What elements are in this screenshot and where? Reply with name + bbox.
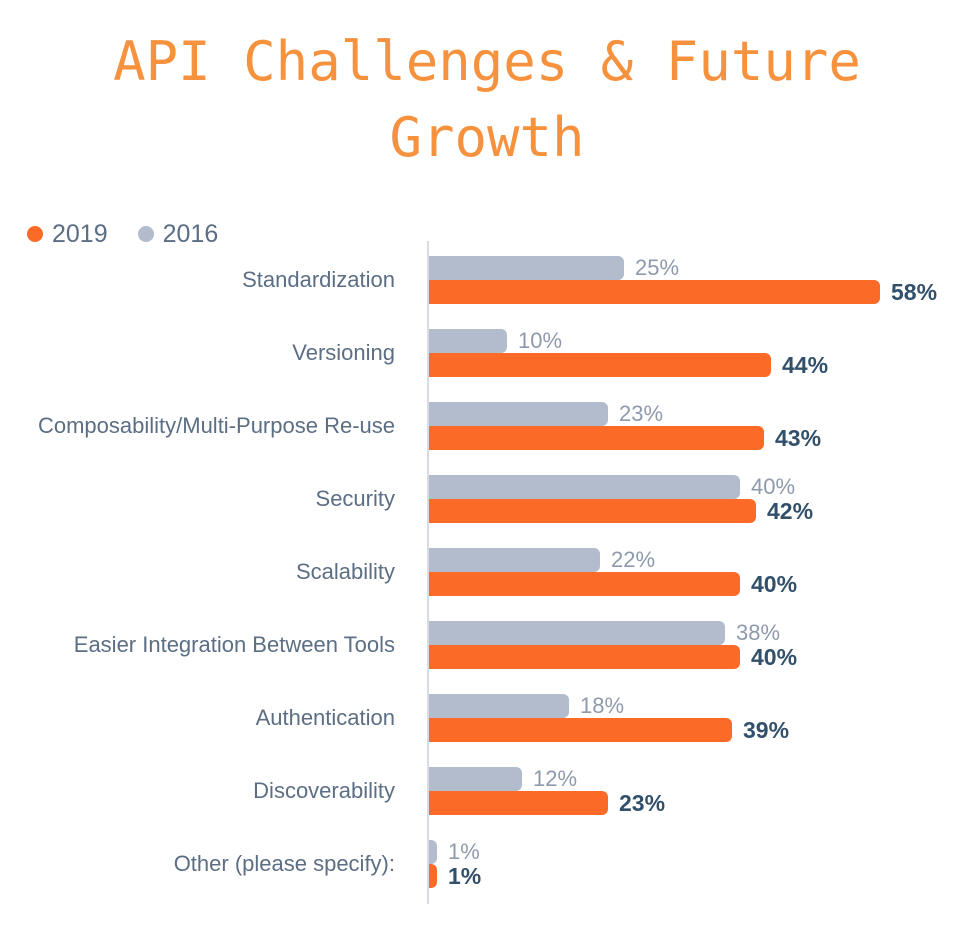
chart-row: Versioning 10% 44%	[0, 328, 974, 378]
bar-group: 10% 44%	[412, 328, 974, 378]
chart-row: Composability/Multi-Purpose Re-use 23% 4…	[0, 401, 974, 451]
bar-group: 38% 40%	[412, 620, 974, 670]
bar-group: 23% 43%	[412, 401, 974, 451]
bar-2016[interactable]	[429, 256, 624, 280]
bar-2019[interactable]	[429, 499, 756, 523]
bar-2016[interactable]	[429, 840, 437, 864]
bar-2019[interactable]	[429, 645, 740, 669]
value-label-2019: 23%	[619, 789, 666, 816]
chart-row: Discoverability 12% 23%	[0, 766, 974, 816]
bar-2016[interactable]	[429, 548, 600, 572]
bar-2019[interactable]	[429, 791, 608, 815]
category-label: Security	[315, 486, 395, 511]
chart-title-line1: API Challenges & Future	[113, 30, 861, 93]
bar-2019[interactable]	[429, 572, 740, 596]
bar-group: 40% 42%	[412, 474, 974, 524]
category-label: Versioning	[292, 340, 395, 365]
legend-label-2019: 2019	[52, 219, 108, 248]
chart-row: Scalability 22% 40%	[0, 547, 974, 597]
bar-2016[interactable]	[429, 329, 507, 353]
legend-item-2019[interactable]: 2019	[27, 220, 108, 249]
value-label-2019: 58%	[891, 278, 938, 305]
bar-group: 12% 23%	[412, 766, 974, 816]
chart-rows: Standardization 25% 58% Versioning 10% 4…	[0, 248, 974, 889]
category-label: Composability/Multi-Purpose Re-use	[37, 413, 395, 438]
chart-row: Authentication 18% 39%	[0, 693, 974, 743]
value-label-2019: 39%	[743, 716, 790, 743]
chart-title-line2: Growth	[389, 106, 585, 169]
bar-2016[interactable]	[429, 767, 522, 791]
value-label-2016: 1%	[448, 839, 480, 864]
value-label-2016: 40%	[751, 474, 796, 499]
legend-dot-2019-icon	[27, 226, 43, 242]
chart-row: Security 40% 42%	[0, 474, 974, 524]
chart-row: Easier Integration Between Tools 38% 40%	[0, 620, 974, 670]
value-label-2016: 18%	[580, 693, 625, 718]
bar-2016[interactable]	[429, 621, 725, 645]
value-label-2019: 40%	[751, 643, 798, 670]
value-label-2016: 22%	[611, 547, 656, 572]
bar-2016[interactable]	[429, 402, 608, 426]
chart-title: API Challenges & Future Growth	[0, 0, 974, 176]
y-axis-line	[427, 241, 429, 904]
bar-2019[interactable]	[429, 864, 437, 888]
category-label: Easier Integration Between Tools	[73, 632, 395, 657]
bar-group: 25% 58%	[412, 255, 974, 305]
legend-item-2016[interactable]: 2016	[137, 219, 219, 249]
bar-group: 22% 40%	[412, 547, 974, 597]
value-label-2019: 1%	[448, 862, 482, 889]
value-label-2019: 44%	[782, 351, 829, 378]
bar-2016[interactable]	[429, 475, 740, 499]
category-label: Authentication	[255, 705, 395, 730]
value-label-2016: 23%	[619, 401, 664, 426]
bar-2019[interactable]	[429, 280, 880, 304]
value-label-2016: 10%	[518, 328, 563, 353]
category-label: Standardization	[242, 267, 395, 292]
bar-group: 1% 1%	[412, 839, 974, 889]
value-label-2016: 25%	[635, 255, 680, 280]
bar-2019[interactable]	[429, 426, 764, 450]
legend: 2019 2016	[27, 220, 974, 248]
value-label-2019: 42%	[767, 497, 814, 524]
category-label: Discoverability	[253, 778, 395, 803]
category-label: Other (please specify):	[173, 851, 395, 876]
bar-chart: Standardization 25% 58% Versioning 10% 4…	[0, 241, 974, 904]
bar-2019[interactable]	[429, 718, 732, 742]
chart-row: Other (please specify): 1% 1%	[0, 839, 974, 889]
value-label-2019: 40%	[751, 570, 798, 597]
legend-label-2016: 2016	[162, 219, 219, 248]
bar-group: 18% 39%	[412, 693, 974, 743]
value-label-2016: 38%	[736, 620, 781, 645]
bar-2016[interactable]	[429, 694, 569, 718]
bar-2019[interactable]	[429, 353, 771, 377]
legend-dot-2016-icon	[137, 226, 154, 242]
chart-row: Standardization 25% 58%	[0, 255, 974, 305]
category-label: Scalability	[295, 559, 395, 584]
value-label-2019: 43%	[775, 424, 822, 451]
value-label-2016: 12%	[533, 766, 578, 791]
